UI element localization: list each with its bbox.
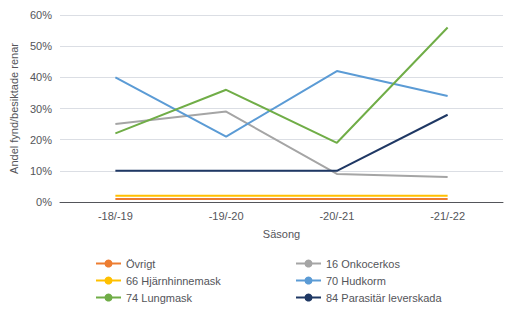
svg-text:10%: 10% [30,165,52,177]
svg-text:30%: 30% [30,103,52,115]
svg-text:70 Hudkorm: 70 Hudkorm [326,275,386,287]
svg-text:16 Onkocerkos: 16 Onkocerkos [326,258,400,270]
svg-text:Övrigt: Övrigt [126,258,155,270]
svg-text:50%: 50% [30,40,52,52]
svg-text:74 Lungmask: 74 Lungmask [126,292,193,304]
svg-text:-21/-22: -21/-22 [430,210,465,222]
svg-text:66 Hjärnhinnemask: 66 Hjärnhinnemask [126,275,221,287]
svg-text:Säsong: Säsong [263,228,300,240]
svg-text:-20/-21: -20/-21 [319,210,354,222]
svg-text:84 Parasitär leverskada: 84 Parasitär leverskada [326,292,442,304]
svg-text:-19/-20: -19/-20 [209,210,244,222]
svg-text:-18/-19: -18/-19 [98,210,133,222]
svg-text:20%: 20% [30,134,52,146]
svg-text:0%: 0% [36,196,52,208]
svg-text:60%: 60% [30,9,52,21]
svg-text:Andel fynd/besiktade renar: Andel fynd/besiktade renar [8,43,20,174]
svg-text:40%: 40% [30,71,52,83]
